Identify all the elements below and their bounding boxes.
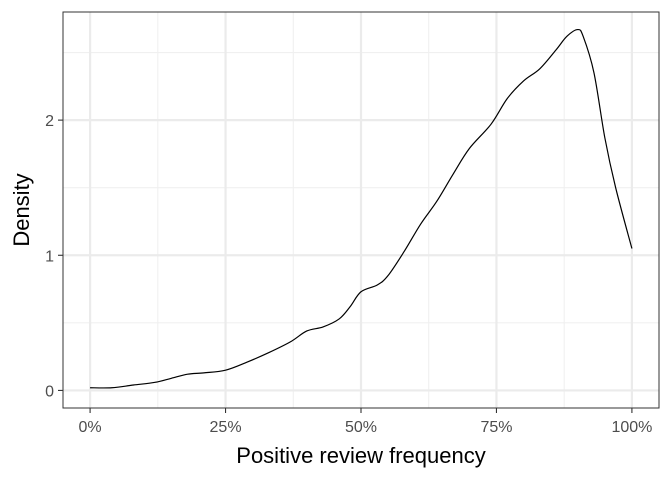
y-tick-label: 0 bbox=[45, 383, 54, 400]
x-tick-label: 0% bbox=[79, 419, 102, 436]
x-tick-label: 75% bbox=[480, 419, 512, 436]
y-tick-label: 1 bbox=[45, 248, 54, 265]
y-axis-title: Density bbox=[9, 173, 34, 246]
grid bbox=[63, 12, 659, 408]
series-layer bbox=[90, 28, 633, 389]
x-axis-title: Positive review frequency bbox=[236, 443, 485, 468]
x-tick-label: 50% bbox=[345, 419, 377, 436]
axes: 0% 25% 50% 75% 100% 0 1 2 bbox=[45, 113, 652, 436]
density-curve bbox=[90, 28, 633, 389]
x-tick-label: 100% bbox=[611, 419, 652, 436]
x-tick-label: 25% bbox=[210, 419, 242, 436]
y-tick-label: 2 bbox=[45, 113, 54, 130]
